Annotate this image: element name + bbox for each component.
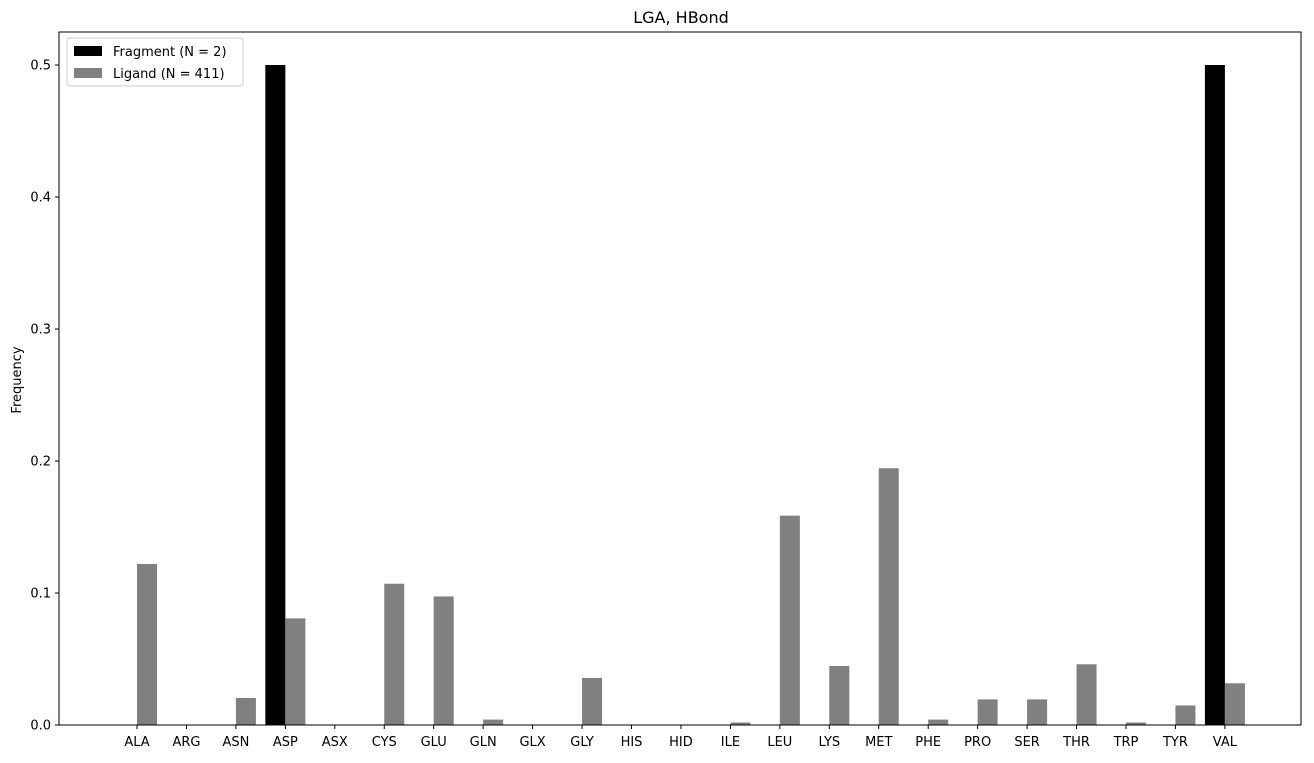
bar-ligand-leu bbox=[779, 515, 800, 725]
x-tick-label-trp: TRP bbox=[1113, 735, 1139, 750]
x-tick-label-his: HIS bbox=[621, 735, 643, 750]
legend-box bbox=[66, 37, 244, 87]
bar-ligand-ala bbox=[137, 563, 157, 725]
bar-ligand-tyr bbox=[1175, 705, 1196, 725]
bar-ligand-cys bbox=[384, 583, 405, 725]
y-tick-label: 0.1 bbox=[30, 587, 51, 602]
x-tick-label-leu: LEU bbox=[767, 735, 792, 750]
plot-frame bbox=[58, 31, 1302, 726]
chart-title: LGA, HBond bbox=[633, 8, 729, 27]
y-tick-label: 0.3 bbox=[30, 323, 51, 338]
y-axis-label: Frequency bbox=[10, 346, 25, 413]
bar-fragment-val bbox=[1204, 65, 1225, 725]
bar-ligand-lys bbox=[829, 665, 850, 725]
y-tick-label: 0.5 bbox=[30, 59, 51, 74]
x-tick-label-gln: GLN bbox=[470, 735, 497, 750]
bar-ligand-pro bbox=[977, 699, 998, 725]
x-tick-label-tyr: TYR bbox=[1162, 735, 1188, 750]
legend-swatch-fragment bbox=[74, 46, 102, 56]
x-tick-label-asn: ASN bbox=[222, 735, 249, 750]
x-tick-label-phe: PHE bbox=[915, 735, 941, 750]
x-axis: ALA ARG ASN ASP ASX CYS GLU GLN GLX GLY HIS HID ILE L… bbox=[124, 725, 1238, 750]
x-tick-label-pro: PRO bbox=[964, 735, 991, 750]
legend-label-ligand: Ligand (N = 411) bbox=[113, 67, 225, 82]
bar-fragment-asp bbox=[265, 65, 286, 725]
bar-ligand-val bbox=[1224, 683, 1245, 725]
x-tick-label-glx: GLX bbox=[519, 735, 545, 750]
bar-ligand-met bbox=[878, 468, 899, 725]
x-tick-label-hid: HID bbox=[669, 735, 693, 750]
bar-ligand-asn bbox=[235, 697, 256, 725]
x-tick-label-ser: SER bbox=[1014, 735, 1040, 750]
x-tick-label-val: VAL bbox=[1213, 735, 1238, 750]
x-tick-label-arg: ARG bbox=[172, 735, 200, 750]
bar-ligand-ile bbox=[730, 722, 751, 725]
x-tick-label-asp: ASP bbox=[273, 735, 298, 750]
legend-swatch-ligand bbox=[74, 68, 102, 78]
bar-ligand-ser bbox=[1027, 699, 1048, 725]
x-tick-label-asx: ASX bbox=[322, 735, 348, 750]
x-tick-label-glu: GLU bbox=[421, 735, 447, 750]
bar-ligand-thr bbox=[1076, 664, 1097, 725]
bar-ligand-asp bbox=[285, 618, 306, 725]
bar-ligand-glu bbox=[433, 596, 454, 725]
x-tick-label-ala: ALA bbox=[124, 735, 149, 750]
x-tick-label-lys: LYS bbox=[818, 735, 840, 750]
bar-ligand-gln bbox=[483, 719, 504, 725]
y-tick-label: 0.0 bbox=[30, 719, 51, 734]
bars-group bbox=[137, 65, 1245, 725]
x-tick-label-cys: CYS bbox=[372, 735, 397, 750]
bar-ligand-gly bbox=[582, 677, 603, 725]
bar-ligand-trp bbox=[1126, 722, 1146, 725]
x-tick-label-thr: THR bbox=[1062, 735, 1090, 750]
bar-ligand-phe bbox=[928, 719, 949, 725]
x-tick-label-ile: ILE bbox=[721, 735, 740, 750]
legend-label-fragment: Fragment (N = 2) bbox=[113, 45, 227, 60]
x-tick-label-gly: GLY bbox=[570, 735, 594, 750]
x-tick-label-met: MET bbox=[865, 735, 892, 750]
y-tick-label: 0.2 bbox=[30, 455, 51, 470]
y-axis: 0.0 0.1 0.2 0.3 0.4 0.5 bbox=[30, 59, 59, 734]
y-tick-label: 0.4 bbox=[30, 191, 51, 206]
legend: Fragment (N = 2) Ligand (N = 411) bbox=[66, 37, 244, 87]
